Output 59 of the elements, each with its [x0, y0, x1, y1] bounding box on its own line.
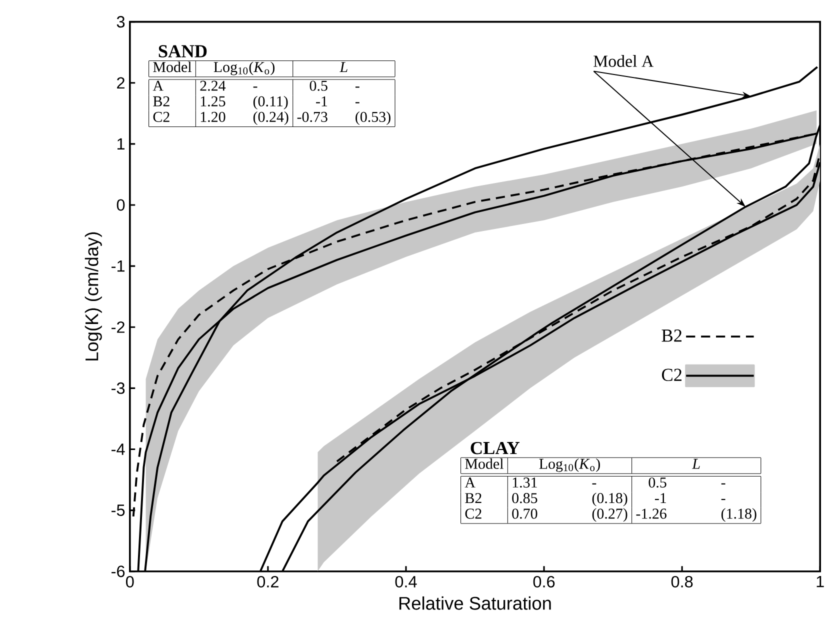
y-axis-title: Log(K) (cm/day) [84, 232, 102, 361]
x-tick-label: 0 [126, 576, 134, 588]
legend-label: C2 [662, 368, 682, 382]
y-tick-label: 1 [117, 138, 124, 150]
y-tick-label: 2 [117, 77, 124, 89]
annotation: - [721, 484, 726, 485]
legend-label: B2 [662, 330, 682, 342]
annotation: (0.18) [592, 492, 628, 506]
x-tick-label: 0.6 [533, 576, 555, 588]
x-tick-label: 0.2 [257, 576, 278, 588]
y-tick-label: -1 [112, 260, 124, 272]
annotation: -1 [654, 493, 666, 504]
annotation: C2 [153, 112, 170, 122]
annotation: -1.26 [636, 508, 666, 519]
annotation: - [355, 102, 360, 104]
y-tick-label: 0 [116, 199, 125, 211]
annotation: (1.18) [721, 508, 756, 522]
annotation: B2 [465, 493, 482, 504]
y-tick-label: -5 [112, 504, 125, 516]
annotation: - [721, 499, 726, 500]
x-tick-label: 0.4 [395, 576, 417, 588]
annotation: -1 [316, 96, 328, 106]
annotation: 0.85 [512, 493, 538, 504]
annotation: 1.20 [200, 112, 226, 122]
annotation: Model [153, 62, 192, 72]
x-tick-label: 0.8 [671, 576, 693, 588]
y-tick-label: -4 [112, 444, 125, 455]
y-tick-label: -3 [112, 382, 125, 394]
annotation: -0.73 [297, 112, 328, 122]
annotation: Log$_{10}$(K$_{o}$) [214, 62, 275, 76]
annotation: C2 [465, 508, 482, 519]
annotation: 0.70 [512, 508, 538, 519]
annotation: L [340, 62, 348, 72]
annotation: (0.24) [253, 112, 288, 126]
annotation: 1.31 [512, 478, 537, 488]
annotation: SAND [158, 45, 207, 58]
annotation: CLAY [470, 442, 520, 454]
annotation: Log$_{10}$(K$_{o}$) [539, 458, 600, 472]
annotation: (0.27) [592, 508, 628, 522]
annotation: 1.25 [200, 96, 226, 107]
annotation: A [152, 80, 164, 91]
x-tick-label: 1 [816, 576, 824, 588]
annotation: 0.5 [648, 478, 666, 488]
annotation: (0.53) [356, 112, 390, 126]
annotation: B2 [153, 96, 170, 106]
annotation: - [592, 484, 596, 485]
annotation: Model [465, 458, 504, 470]
annotation: (0.11) [253, 96, 288, 110]
x-axis-title: Relative Saturation [399, 596, 551, 610]
annotation: A [464, 478, 476, 488]
annotation: L [692, 459, 700, 469]
annotation: 2.24 [200, 80, 226, 92]
annotation: Model A [594, 55, 654, 68]
annotation: - [355, 86, 360, 88]
y-tick-label: -6 [112, 566, 125, 578]
annotation: 0.5 [310, 80, 328, 92]
y-tick-label: 3 [116, 16, 125, 28]
annotation: - [253, 86, 258, 88]
y-tick-label: -2 [112, 322, 124, 333]
